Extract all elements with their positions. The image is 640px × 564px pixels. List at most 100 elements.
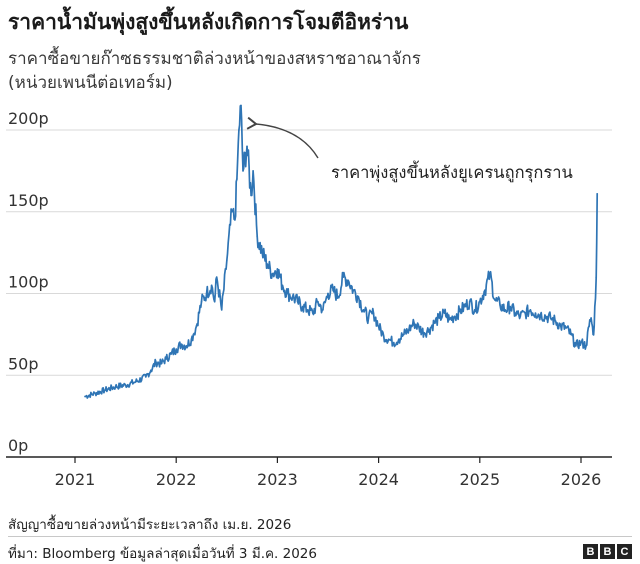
data-point (433, 322, 436, 324)
data-point (413, 322, 415, 324)
data-point (195, 325, 198, 328)
annotation-arrow (246, 116, 319, 159)
data-point (155, 361, 157, 363)
data-point (170, 353, 172, 355)
data-point (387, 338, 390, 341)
data-point (322, 309, 324, 311)
data-point (418, 327, 420, 329)
logo-letter-b2: B (600, 544, 615, 559)
data-point (499, 304, 501, 306)
data-point (559, 325, 562, 328)
y-tick-label-200: 200p (8, 109, 49, 128)
data-point (124, 384, 127, 386)
data-point (317, 300, 319, 303)
data-point (286, 292, 289, 295)
data-point (246, 145, 248, 148)
data-point (484, 289, 486, 292)
annotation-layer: ราคาพุ่งสูงขึ้นหลังยูเครนถูกรุกราน (246, 116, 573, 183)
data-point (438, 317, 441, 319)
data-point (200, 300, 203, 303)
data-point (276, 268, 279, 270)
data-point (134, 380, 137, 383)
data-point (220, 309, 223, 311)
data-point (190, 338, 193, 341)
data-point (145, 376, 147, 378)
data-point (160, 363, 162, 365)
data-point (281, 284, 284, 287)
data-point (337, 295, 339, 298)
data-point (332, 289, 334, 292)
data-point (210, 284, 213, 287)
data-point (453, 315, 456, 318)
data-point (357, 295, 360, 298)
footnote: สัญญาซื้อขายล่วงหน้ามีระยะเวลาถึง เม.ย. … (8, 517, 292, 533)
x-tick-label-2025: 2025 (459, 470, 500, 489)
data-point (514, 312, 517, 314)
series-layer (84, 104, 599, 399)
data-point (524, 312, 527, 314)
logo-letter-c: C (617, 544, 632, 559)
chart-subtitle: ราคาซื้อขายก๊าซธรรมชาติล่วงหน้าของสหราชอ… (8, 47, 628, 95)
data-point (312, 312, 314, 314)
data-point (468, 300, 471, 303)
data-point (271, 273, 274, 275)
data-point (185, 345, 188, 347)
data-point (165, 358, 167, 360)
data-point (554, 320, 557, 323)
data-point (175, 348, 177, 350)
data-point (231, 210, 233, 213)
data-point (504, 309, 506, 311)
data-point (192, 333, 195, 336)
data-point (238, 129, 240, 131)
y-tick-label-150: 150p (8, 191, 49, 210)
data-point (565, 327, 567, 329)
data-point (473, 309, 476, 311)
data-point (250, 194, 252, 197)
data-point (549, 317, 552, 319)
data-point (590, 317, 592, 319)
data-point (114, 385, 117, 388)
data-point (266, 263, 269, 265)
data-point (342, 276, 344, 278)
data-point (534, 312, 537, 314)
grid-lines (6, 129, 612, 376)
data-point (544, 315, 547, 318)
data-point (593, 325, 595, 328)
data-point (256, 235, 258, 238)
data-point (296, 300, 299, 303)
annotation-text: ราคาพุ่งสูงขึ้นหลังยูเครนถูกรุกราน (331, 160, 573, 183)
divider (8, 536, 632, 537)
data-point (367, 317, 370, 319)
data-point (382, 335, 385, 337)
data-point (585, 345, 587, 347)
x-tick-label-2024: 2024 (358, 470, 399, 489)
source-note: ที่มา: Bloomberg ข้อมูลล่าสุดเมื่อวันที่… (8, 546, 317, 562)
x-axis-tick-labels: 2021 2022 2023 2024 2025 2026 (55, 470, 602, 489)
x-axis (6, 456, 612, 463)
y-axis-tick-labels: 0p 50p 100p 150p 200p (8, 109, 49, 455)
data-point (428, 328, 431, 331)
data-point (448, 318, 451, 321)
data-point (150, 369, 152, 372)
data-point (94, 392, 97, 395)
data-point (180, 343, 183, 345)
data-point (529, 309, 532, 311)
data-point (519, 315, 522, 318)
x-tick-label-2021: 2021 (55, 470, 96, 489)
data-point (327, 292, 329, 295)
data-point (306, 309, 309, 311)
data-point (494, 299, 496, 301)
chart-title: ราคาน้ำมันพุ่งสูงขึ้นหลังเกิดการโจมตีอิห… (8, 10, 409, 34)
data-point (215, 276, 218, 278)
data-point (458, 310, 461, 313)
data-point (489, 273, 491, 275)
data-point (104, 389, 107, 391)
data-point (362, 309, 365, 311)
data-point (213, 300, 216, 303)
data-point (261, 251, 264, 254)
y-tick-label-100: 100p (8, 273, 49, 292)
data-point (398, 338, 400, 341)
series-line-0 (84, 104, 599, 399)
data-point (242, 170, 244, 172)
